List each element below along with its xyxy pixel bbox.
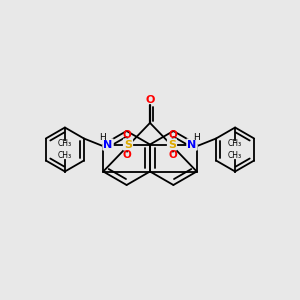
Text: O: O [169,149,177,160]
Text: CH₃: CH₃ [228,139,242,148]
Text: N: N [103,140,112,149]
Text: CH₃: CH₃ [58,139,72,148]
Text: O: O [169,130,177,140]
Text: H: H [194,133,200,142]
Text: O: O [123,130,131,140]
Text: S: S [124,140,132,149]
Text: CH₃: CH₃ [58,151,72,160]
Text: H: H [100,133,106,142]
Text: CH₃: CH₃ [228,151,242,160]
Text: O: O [123,149,131,160]
Text: S: S [168,140,176,149]
Text: N: N [188,140,196,149]
Text: O: O [145,95,155,105]
